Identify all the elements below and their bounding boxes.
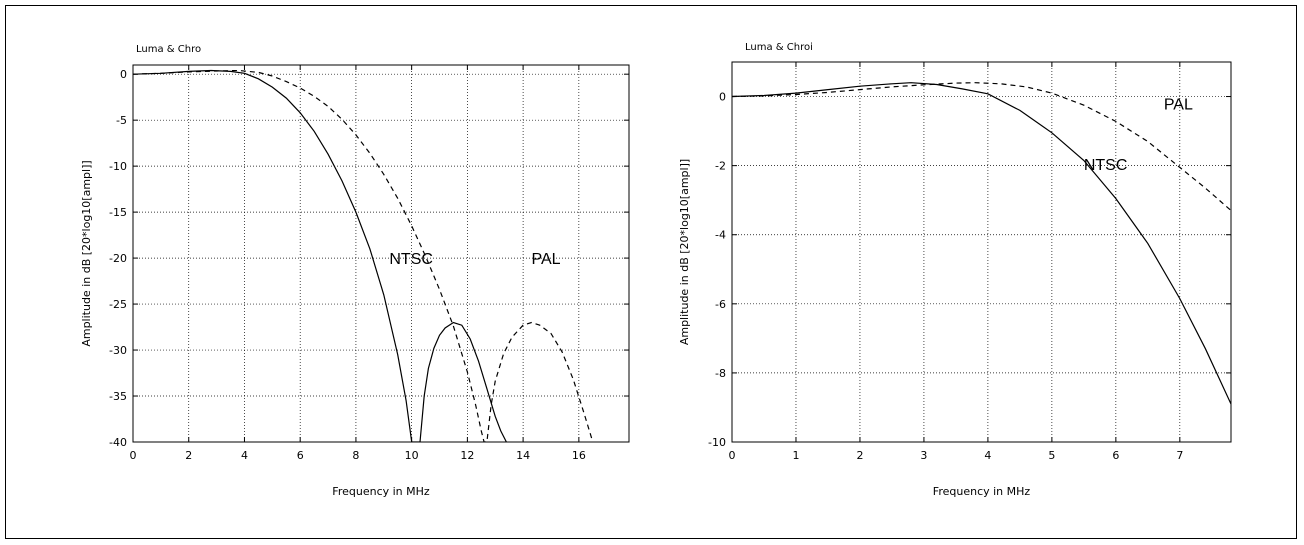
series-line-ntsc — [133, 69, 507, 442]
chart-title: Luma & Chro — [136, 44, 201, 55]
series-line-ntsc — [732, 82, 1231, 405]
y-tick-label: -15 — [109, 206, 127, 219]
y-tick-label: -5 — [116, 114, 127, 127]
x-tick-label: 10 — [405, 449, 419, 462]
x-tick-label: 4 — [984, 449, 991, 462]
x-tick-label: 5 — [1048, 449, 1055, 462]
x-tick-label: 6 — [1112, 449, 1119, 462]
series-line-pal — [732, 82, 1231, 211]
x-axis-label: Frequency in MHz — [933, 485, 1031, 498]
grid — [732, 62, 1231, 442]
annotation-pal: PAL — [531, 251, 560, 268]
x-tick-label: 2 — [856, 449, 863, 462]
plot-area — [731, 61, 1232, 443]
chart-2: 0 1 2 3 4 5 6 7 0 -2 -4 -6 -8 -10 Luma & Chroi Frequenc… — [678, 42, 1232, 498]
y-tick-label: -8 — [715, 367, 726, 380]
x-tick-label: 16 — [572, 449, 586, 462]
x-axis-label: Frequency in MHz — [332, 485, 430, 498]
x-tick-label: 7 — [1176, 449, 1183, 462]
x-tick-label: 14 — [516, 449, 530, 462]
series-line-pal — [133, 69, 594, 442]
series-group — [133, 69, 594, 442]
x-tick-label: 1 — [792, 449, 799, 462]
y-tick-label: -4 — [715, 229, 726, 242]
chart-1: 0 2 4 6 8 10 12 14 16 0 -5 -10 -15 -20 -25 -30 -35 -40 Lum… — [80, 44, 630, 498]
y-tick-label: -30 — [109, 344, 127, 357]
x-tick-label: 2 — [185, 449, 192, 462]
y-tick-label: -10 — [708, 436, 726, 449]
y-tick-label: -10 — [109, 160, 127, 173]
annotation-ntsc: NTSC — [1084, 157, 1128, 174]
y-tick-label: -2 — [715, 160, 726, 173]
x-tick-label: 12 — [460, 449, 474, 462]
x-tick-label: 8 — [352, 449, 359, 462]
y-tick-label: -25 — [109, 298, 127, 311]
y-tick-label: -6 — [715, 298, 726, 311]
y-tick-label: -20 — [109, 252, 127, 265]
x-tick-label: 4 — [241, 449, 248, 462]
chart-title: Luma & Chroi — [745, 42, 813, 53]
x-tick-label: 3 — [920, 449, 927, 462]
series-group — [732, 82, 1231, 405]
y-tick-label: 0 — [719, 91, 726, 104]
figure-frame — [5, 5, 1297, 539]
y-axis-label: Amplitude in dB [20*log10[ampl]] — [678, 159, 691, 345]
plot-area — [132, 64, 630, 443]
x-tick-label: 0 — [729, 449, 736, 462]
y-axis-label: Amplitude in dB [20*log10[ampl]] — [80, 160, 93, 346]
y-tick-label: -40 — [109, 436, 127, 449]
x-tick-label: 6 — [297, 449, 304, 462]
annotation-ntsc: NTSC — [389, 251, 433, 268]
y-tick-label: -35 — [109, 390, 127, 403]
x-tick-label: 0 — [130, 449, 137, 462]
y-tick-label: 0 — [120, 68, 127, 81]
annotation-pal: PAL — [1164, 96, 1193, 113]
